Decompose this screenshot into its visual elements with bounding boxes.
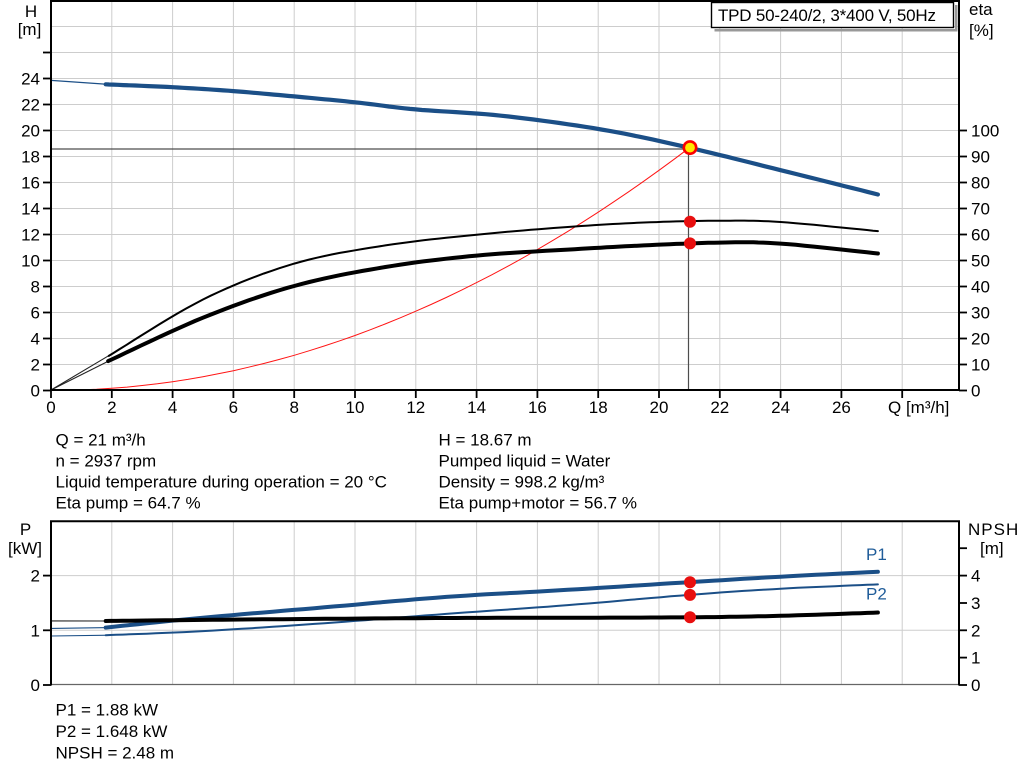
svg-text:10: 10 <box>346 398 365 417</box>
svg-text:6: 6 <box>229 398 238 417</box>
svg-text:50: 50 <box>971 252 990 271</box>
svg-text:10: 10 <box>21 252 40 271</box>
svg-text:4: 4 <box>31 330 40 349</box>
svg-text:30: 30 <box>971 304 990 323</box>
svg-text:6: 6 <box>31 304 40 323</box>
svg-text:[m]: [m] <box>980 539 1004 558</box>
svg-text:24: 24 <box>21 70 40 89</box>
svg-text:40: 40 <box>971 278 990 297</box>
svg-text:26: 26 <box>832 398 851 417</box>
svg-text:H: H <box>25 2 37 21</box>
svg-text:[kW]: [kW] <box>8 539 42 558</box>
svg-text:Eta pump = 64.7 %: Eta pump = 64.7 % <box>56 494 201 513</box>
svg-text:TPD 50-240/2, 3*400 V, 50Hz: TPD 50-240/2, 3*400 V, 50Hz <box>718 6 936 25</box>
svg-text:12: 12 <box>406 398 425 417</box>
svg-text:20: 20 <box>971 330 990 349</box>
svg-text:2: 2 <box>971 621 980 640</box>
svg-text:[%]: [%] <box>969 21 994 40</box>
svg-text:8: 8 <box>31 278 40 297</box>
svg-text:P1: P1 <box>866 545 887 564</box>
svg-text:P1 = 1.88 kW: P1 = 1.88 kW <box>56 701 159 720</box>
svg-text:70: 70 <box>971 200 990 219</box>
svg-text:18: 18 <box>589 398 608 417</box>
svg-text:60: 60 <box>971 226 990 245</box>
svg-text:100: 100 <box>971 122 999 141</box>
svg-text:P2: P2 <box>866 585 887 604</box>
svg-text:0: 0 <box>31 676 40 695</box>
svg-text:2: 2 <box>31 356 40 375</box>
svg-text:0: 0 <box>46 398 55 417</box>
svg-text:12: 12 <box>21 226 40 245</box>
svg-text:2: 2 <box>31 567 40 586</box>
svg-text:4: 4 <box>971 567 980 586</box>
svg-text:P: P <box>20 520 31 539</box>
svg-text:10: 10 <box>971 356 990 375</box>
svg-text:Q [m³/h]: Q [m³/h] <box>888 398 949 417</box>
svg-text:20: 20 <box>21 122 40 141</box>
svg-text:80: 80 <box>971 174 990 193</box>
svg-text:16: 16 <box>528 398 547 417</box>
svg-text:24: 24 <box>771 398 790 417</box>
svg-text:Q = 21 m³/h: Q = 21 m³/h <box>56 431 146 450</box>
svg-text:n = 2937 rpm: n = 2937 rpm <box>56 452 157 471</box>
svg-text:16: 16 <box>21 174 40 193</box>
svg-text:22: 22 <box>710 398 729 417</box>
svg-text:3: 3 <box>971 594 980 613</box>
svg-text:Density = 998.2 kg/m³: Density = 998.2 kg/m³ <box>439 473 605 492</box>
svg-text:Liquid temperature during oper: Liquid temperature during operation = 20… <box>56 473 387 492</box>
svg-text:H = 18.67 m: H = 18.67 m <box>439 431 532 450</box>
svg-text:NPSH = 2.48 m: NPSH = 2.48 m <box>56 744 175 763</box>
svg-text:20: 20 <box>650 398 669 417</box>
svg-text:4: 4 <box>168 398 177 417</box>
svg-text:1: 1 <box>31 621 40 640</box>
svg-text:14: 14 <box>21 200 40 219</box>
svg-text:0: 0 <box>971 676 980 695</box>
svg-text:0: 0 <box>31 382 40 401</box>
svg-text:18: 18 <box>21 148 40 167</box>
svg-text:90: 90 <box>971 148 990 167</box>
svg-text:2: 2 <box>107 398 116 417</box>
svg-text:Eta pump+motor = 56.7 %: Eta pump+motor = 56.7 % <box>439 494 637 513</box>
svg-text:8: 8 <box>289 398 298 417</box>
svg-text:eta: eta <box>969 0 993 19</box>
svg-text:NPSH: NPSH <box>968 520 1019 539</box>
svg-text:0: 0 <box>971 382 980 401</box>
svg-text:P2 = 1.648 kW: P2 = 1.648 kW <box>56 722 168 741</box>
svg-text:Pumped liquid = Water: Pumped liquid = Water <box>439 452 611 471</box>
svg-text:14: 14 <box>467 398 486 417</box>
svg-text:22: 22 <box>21 96 40 115</box>
svg-text:[m]: [m] <box>18 20 42 39</box>
svg-text:1: 1 <box>971 649 980 668</box>
